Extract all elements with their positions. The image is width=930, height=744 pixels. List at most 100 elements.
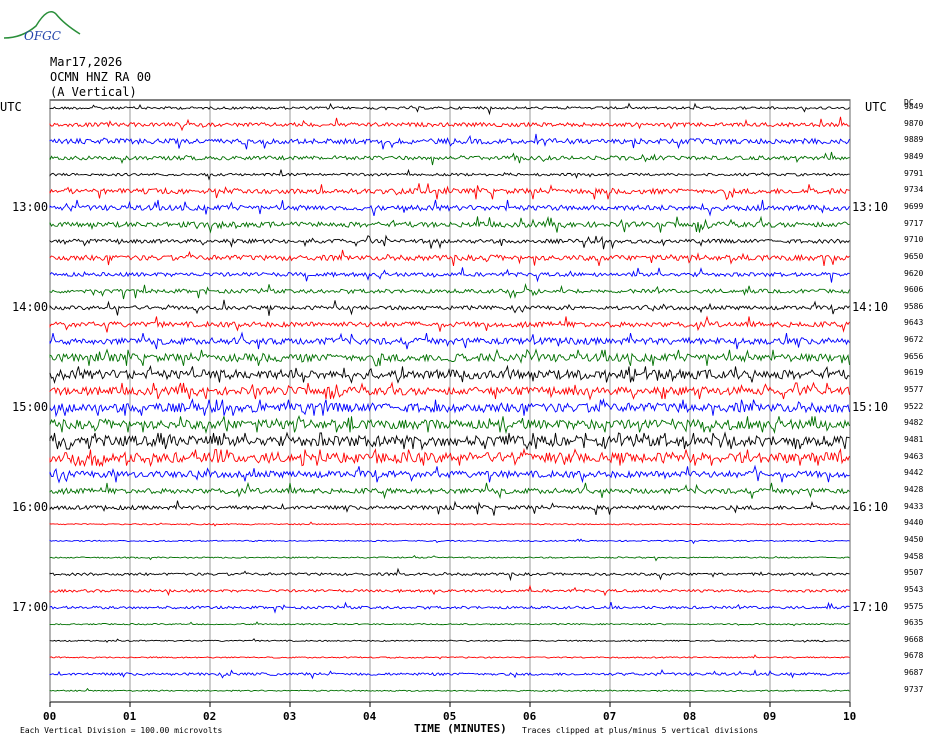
dc-offset-label: 9650 <box>904 251 924 261</box>
seismic-trace-1 <box>49 116 850 132</box>
left-time-label: 16:00 <box>12 499 49 514</box>
seismic-trace-16 <box>49 364 850 385</box>
dc-offset-label: 9586 <box>904 301 924 311</box>
dc-offset-label: 9619 <box>904 368 924 378</box>
dc-offset-label: 9577 <box>904 385 924 395</box>
seismic-trace-26 <box>49 538 850 545</box>
right-time-label: 13:10 <box>852 199 889 214</box>
dc-offset-label: 9656 <box>904 351 924 361</box>
dc-offset-label: 9450 <box>904 534 924 544</box>
seismic-trace-7 <box>49 215 850 234</box>
dc-offset-label: 9889 <box>904 135 924 145</box>
dc-offset-label: 9440 <box>904 518 924 528</box>
station-label: OCMN HNZ RA 00 <box>50 70 152 84</box>
dc-offset-label: 9791 <box>904 168 924 178</box>
seismic-trace-29 <box>49 584 850 597</box>
seismic-trace-2 <box>49 133 850 150</box>
ofgc-logo: OFGC <box>3 11 81 43</box>
dc-offset-label: 9433 <box>904 501 924 511</box>
seismic-trace-32 <box>49 638 850 643</box>
right-time-label: 16:10 <box>852 499 889 514</box>
dc-offset-label: 9672 <box>904 335 924 345</box>
seismic-trace-27 <box>49 555 850 562</box>
utc-left-label: UTC <box>0 100 22 114</box>
x-tick-label: 04 <box>363 710 377 723</box>
x-tick-label: 10 <box>843 710 857 723</box>
right-time-label: 14:10 <box>852 299 889 314</box>
x-tick-label: 06 <box>523 710 537 723</box>
x-tick-label: 03 <box>283 710 297 723</box>
seismic-trace-30 <box>49 601 850 614</box>
dc-offset-label: 9620 <box>904 268 924 278</box>
seismic-trace-12 <box>49 299 850 316</box>
seismic-trace-35 <box>49 687 850 692</box>
dc-offset-label: 9522 <box>904 401 924 411</box>
dc-offset-label: 9442 <box>904 468 924 478</box>
dc-offset-label: 9737 <box>904 684 924 694</box>
logo-text: OFGC <box>24 29 61 43</box>
seismic-trace-9 <box>49 249 850 266</box>
dc-offset-label: 9643 <box>904 318 924 328</box>
dc-offset-label: 9870 <box>904 118 924 128</box>
x-tick-label: 02 <box>203 710 217 723</box>
date-label: Mar17,2026 <box>50 55 123 69</box>
dc-offset-label: 9734 <box>904 185 924 195</box>
left-time-label: 15:00 <box>12 399 49 414</box>
seismic-trace-22 <box>49 464 850 484</box>
dc-offset-label: 9606 <box>904 285 924 295</box>
seismic-trace-19 <box>49 414 850 435</box>
utc-right-label: UTC <box>865 100 887 114</box>
dc-offset-label: 9458 <box>904 551 924 561</box>
seismic-trace-21 <box>49 447 850 468</box>
scale-note: Each Vertical Division = 100.00 microvol… <box>20 726 223 735</box>
right-time-label: 17:10 <box>852 599 889 614</box>
seismic-trace-28 <box>49 567 850 582</box>
dc-offset-label: 9463 <box>904 451 924 461</box>
right-time-label: 15:10 <box>852 399 889 414</box>
seismic-trace-20 <box>49 431 850 451</box>
seismic-trace-8 <box>49 234 850 250</box>
component-label: (A Vertical) <box>50 85 137 99</box>
x-tick-label: 08 <box>683 710 697 723</box>
seismic-trace-23 <box>49 481 850 500</box>
left-time-label: 14:00 <box>12 299 49 314</box>
seismic-trace-25 <box>49 521 850 527</box>
seismic-trace-14 <box>49 331 850 350</box>
seismic-trace-33 <box>49 654 850 660</box>
dc-offset-label: 9507 <box>904 568 924 578</box>
left-time-label: 13:00 <box>12 199 49 214</box>
seismic-trace-3 <box>49 151 850 166</box>
dc-offset-label: 9635 <box>904 618 924 628</box>
dc-offset-label: 9668 <box>904 634 924 644</box>
seismic-trace-17 <box>49 381 850 401</box>
x-tick-label: 05 <box>443 710 457 723</box>
dc-offset-label: 9575 <box>904 601 924 611</box>
dc-offset-label: 9849 <box>904 151 924 161</box>
dc-offset-label: 9699 <box>904 201 924 211</box>
seismic-trace-34 <box>49 669 850 680</box>
dc-offset-label: 9428 <box>904 484 924 494</box>
x-tick-label: 09 <box>763 710 777 723</box>
seismic-trace-0 <box>49 102 850 116</box>
seismic-trace-10 <box>49 267 850 283</box>
seismic-trace-11 <box>49 283 850 300</box>
dc-offset-label: 9481 <box>904 435 924 444</box>
seismic-trace-18 <box>49 397 850 418</box>
dc-offset-label: 9849 <box>904 102 924 111</box>
left-time-label: 17:00 <box>12 599 49 614</box>
dc-offset-label: 9482 <box>904 418 924 428</box>
seismic-trace-5 <box>49 183 850 201</box>
seismic-trace-24 <box>49 500 850 516</box>
x-tick-label: 01 <box>123 710 137 723</box>
dc-label: DC <box>904 98 914 107</box>
seismic-trace-13 <box>49 315 850 333</box>
seismic-trace-15 <box>49 348 850 367</box>
seismic-trace-4 <box>49 168 850 181</box>
x-tick-label: 00 <box>43 710 57 723</box>
dc-offset-label: 9717 <box>904 218 924 228</box>
seismic-trace-6 <box>49 199 850 217</box>
dc-offset-label: 9687 <box>904 668 924 678</box>
dc-offset-label: 9710 <box>904 235 924 245</box>
seismic-trace-31 <box>49 621 850 627</box>
